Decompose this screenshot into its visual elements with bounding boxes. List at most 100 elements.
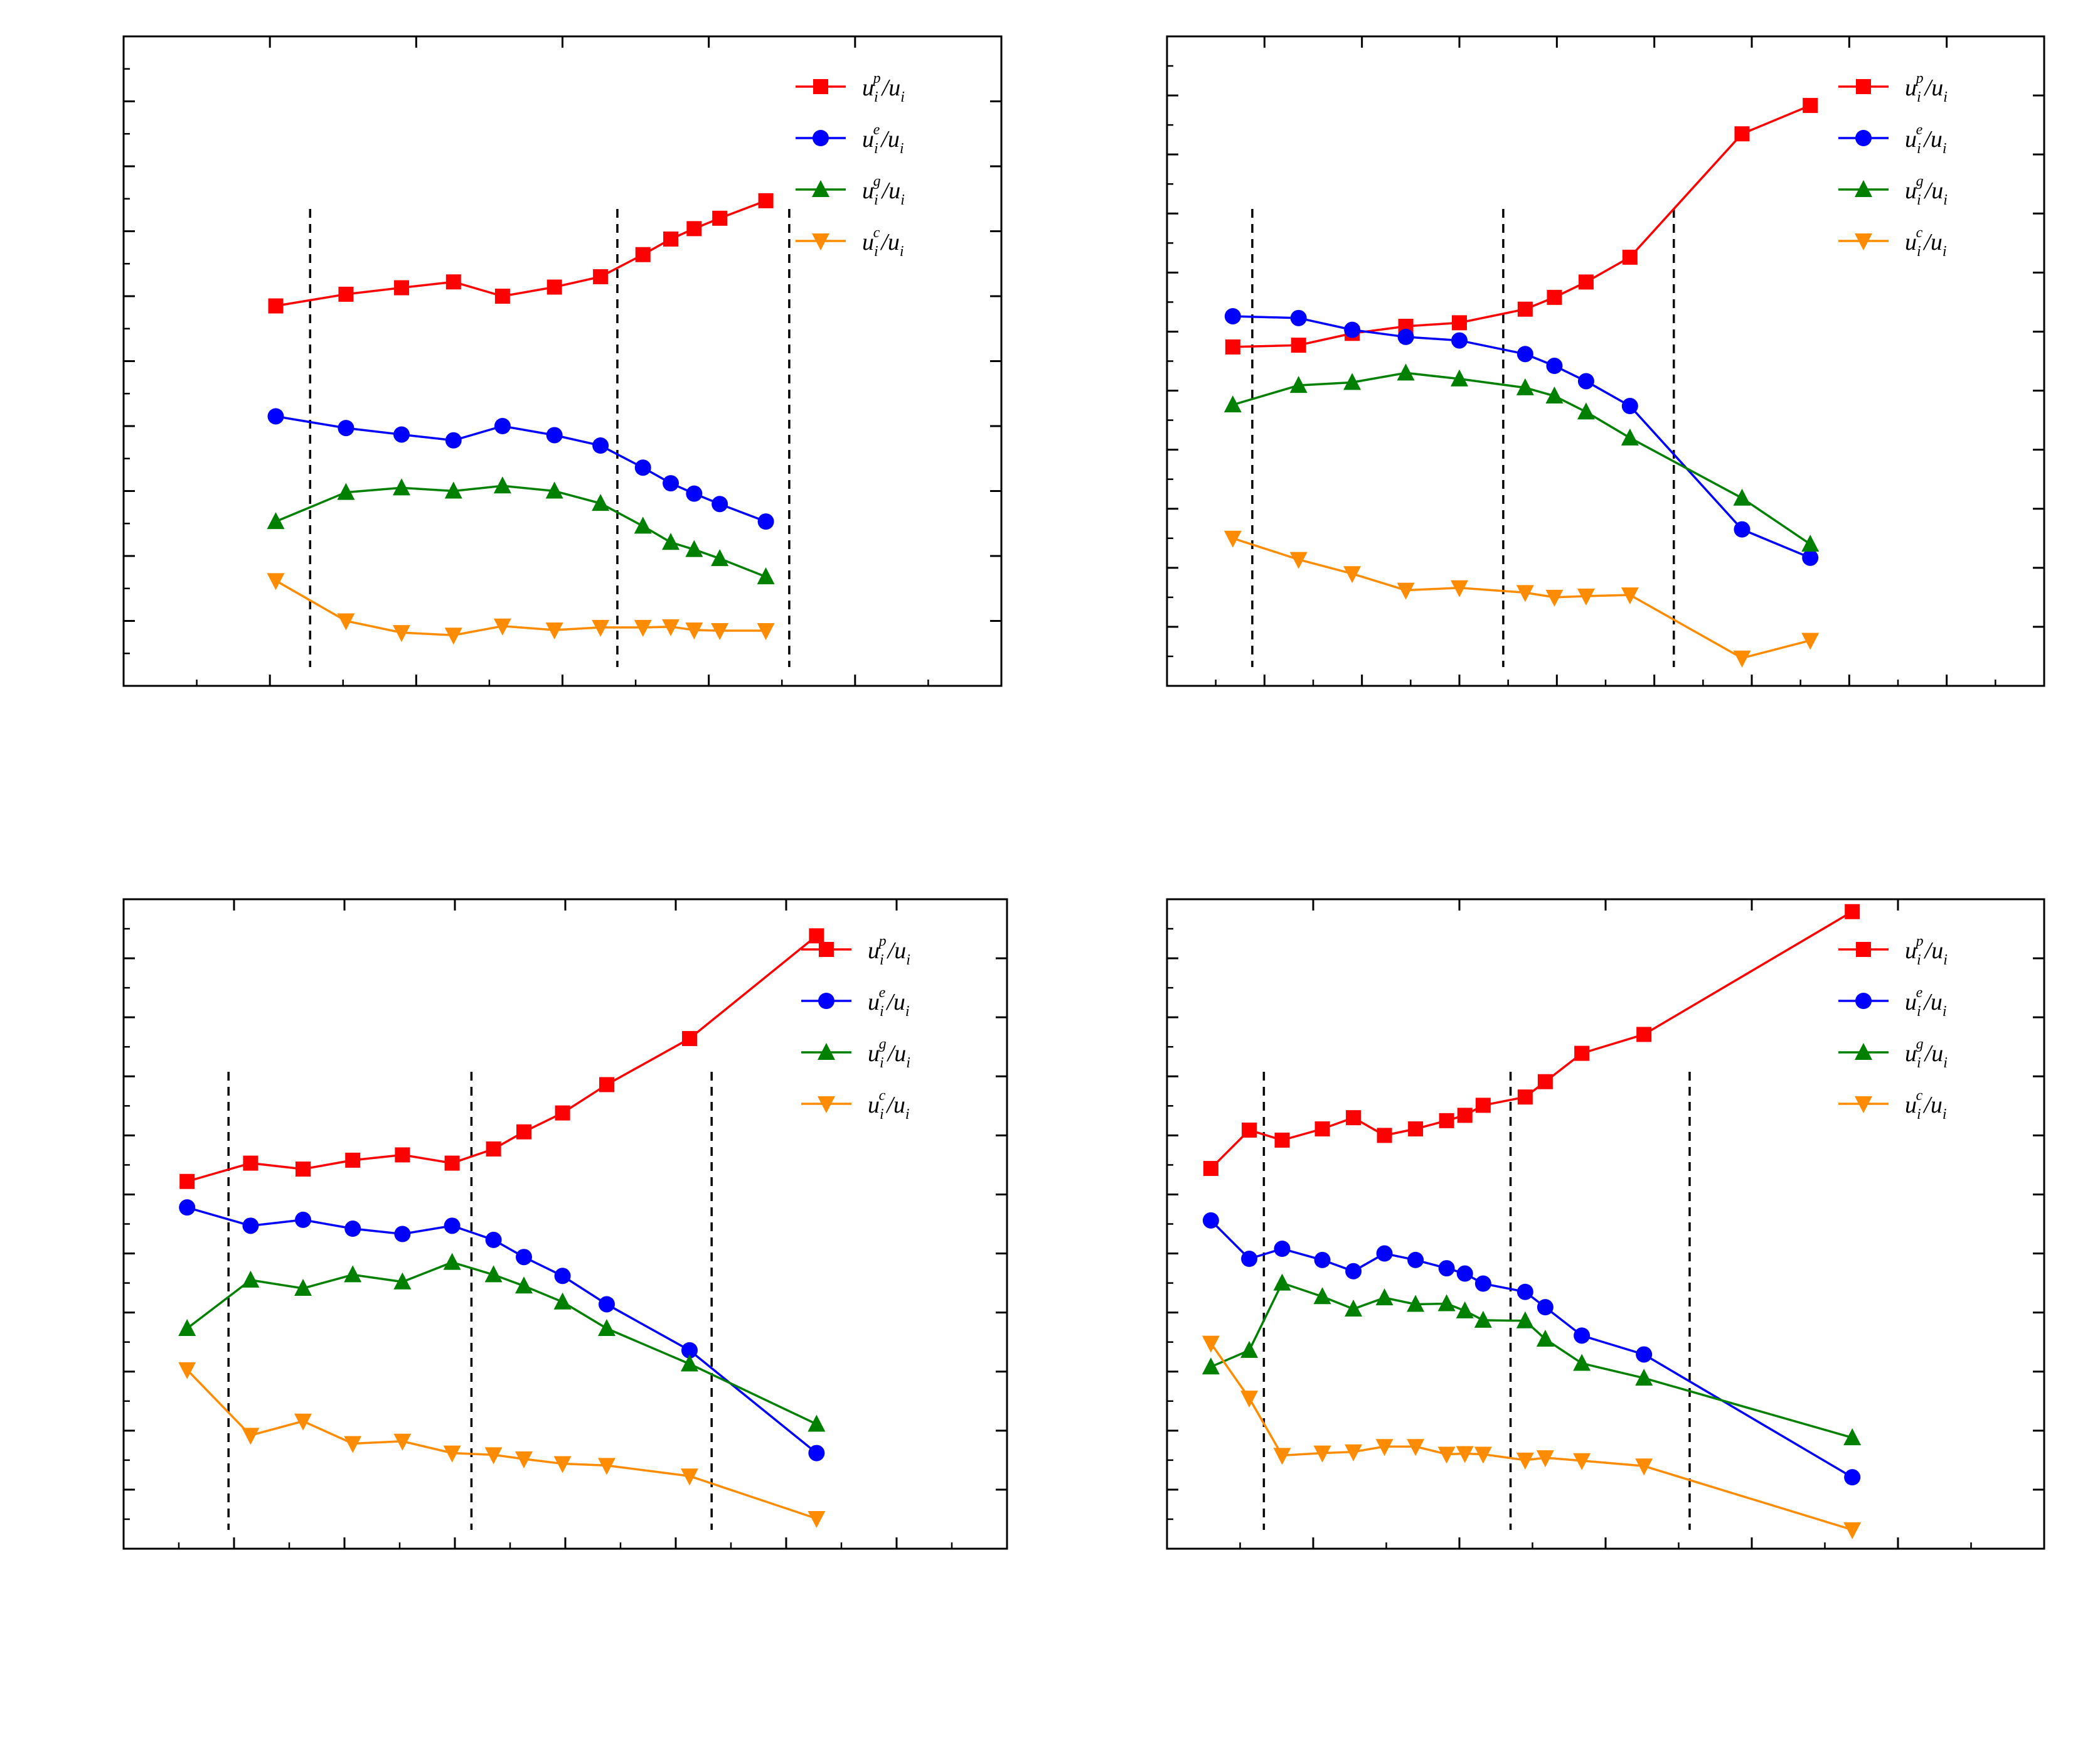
data-point [443,1445,461,1463]
data-point [1545,387,1564,404]
series-line-u_i^c/u_i [1210,1342,1853,1531]
legend-u: u [862,126,874,152]
legend-sup: p [1915,933,1924,949]
data-point [1516,585,1534,602]
legend-marker [1855,233,1872,250]
legend-sub-i2: i [1943,192,1948,208]
data-point [1407,1251,1424,1268]
data-point [1547,289,1562,305]
data-point [493,476,511,494]
legend-sub-i2: i [1943,1106,1947,1123]
data-point [598,1319,616,1337]
data-point [1577,588,1595,606]
data-point [516,1249,532,1266]
legend-sup: c [879,1087,886,1104]
legend-marker [819,942,834,957]
legend-label: uip/ui [1905,933,1948,968]
legend-sub-i: i [874,243,878,260]
data-point [267,408,284,425]
data-point [267,573,285,590]
data-point [242,1217,259,1234]
data-point [1733,650,1751,668]
data-point [393,1272,412,1290]
data-point [1474,1310,1492,1328]
data-point [1225,339,1240,355]
legend-label: uic/ui [1905,1087,1947,1123]
data-point [1578,274,1594,290]
data-point [393,1433,412,1451]
data-point [1456,1265,1473,1282]
series-line-u_i^g/u_i [1232,371,1811,545]
data-point [1407,1295,1425,1312]
data-point [1451,580,1468,597]
series-line-u_i^e/u_i [186,1206,818,1454]
data-point [515,1451,533,1468]
legend-marker [813,130,829,146]
data-point [1313,1445,1331,1463]
legend-slash: /u [1922,126,1943,152]
legend-sub-i2: i [900,89,905,105]
data-point [296,1161,311,1177]
legend-slash: /u [880,126,900,152]
data-point [1621,398,1638,415]
legend-slash: /u [1922,1092,1943,1118]
data-point [1314,1121,1330,1137]
data-point [712,210,728,226]
data-point [554,1268,571,1285]
legend-sub-i: i [1917,243,1921,260]
data-point [344,1436,362,1453]
data-point [493,618,511,636]
data-point [443,1253,461,1270]
series-line-u_i^p/u_i [1210,911,1853,1170]
data-point [393,478,411,496]
data-point [1397,582,1415,600]
legend-sub-i: i [880,1003,884,1020]
data-point [809,928,824,944]
data-point [757,623,775,641]
data-point [553,1292,572,1310]
data-point [757,513,774,530]
legend-u: u [1905,126,1917,152]
data-point [1801,633,1820,650]
legend-sub-i: i [1917,1003,1921,1020]
legend-marker [812,233,829,250]
data-point [178,1362,196,1379]
data-point [484,1447,503,1465]
data-point [1635,1458,1653,1476]
data-point [1408,1121,1424,1137]
data-point [1223,530,1242,548]
legend-u: u [868,989,880,1015]
data-point [1375,1288,1394,1306]
data-point [1437,1294,1456,1312]
data-point [1346,1110,1362,1126]
legend-u: u [862,75,874,101]
legend-sup: e [1916,122,1923,138]
legend-u: u [862,178,874,204]
legend-sub-i: i [1917,1055,1921,1071]
data-point [268,298,284,314]
legend-u: u [1905,938,1917,964]
legend-label: uip/ui [862,70,905,105]
data-point [1733,488,1751,506]
legend-slash: /u [885,1092,905,1118]
data-point [1803,98,1818,114]
legend-sub-i2: i [900,192,905,208]
legend-u: u [1905,229,1917,255]
data-point [599,1296,615,1313]
data-point [1224,307,1241,324]
data-point [546,279,562,295]
legend-marker [812,180,829,197]
legend-marker [1855,130,1872,146]
data-point [444,1217,461,1234]
data-point [808,1445,825,1461]
data-point [1516,1452,1534,1470]
legend-u: u [868,1092,880,1118]
data-point [1574,1327,1591,1344]
legend-marker [813,79,828,94]
data-point [1397,363,1415,381]
data-point [516,1124,531,1140]
data-point [598,1458,616,1475]
legend-u: u [868,1040,880,1067]
data-point [444,481,462,499]
